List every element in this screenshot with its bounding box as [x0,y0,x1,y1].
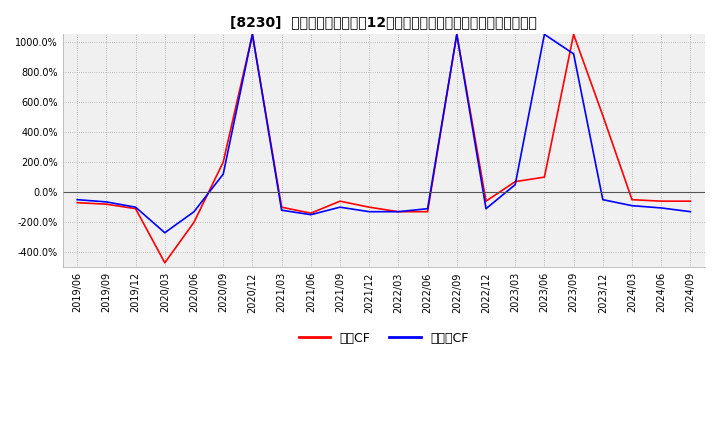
フリーCF [73,197,81,202]
営業CF [657,198,665,204]
営業CF [394,209,402,214]
営業CF [686,198,695,204]
フリーCF [394,209,402,214]
営業CF [131,206,140,211]
フリーCF [131,205,140,210]
営業CF [540,175,549,180]
フリーCF [161,230,169,235]
フリーCF [102,199,111,205]
フリーCF [686,209,695,214]
フリーCF [482,206,490,211]
フリーCF [307,212,315,217]
フリーCF [598,197,607,202]
フリーCF [336,205,344,210]
営業CF [628,197,636,202]
フリーCF [277,208,286,213]
フリーCF [452,32,461,37]
フリーCF [657,205,665,211]
営業CF [189,220,198,225]
営業CF [482,198,490,204]
Legend: 営業CF, フリーCF: 営業CF, フリーCF [294,326,474,350]
営業CF [161,260,169,265]
営業CF [248,32,257,37]
営業CF [277,205,286,210]
営業CF [365,205,374,210]
営業CF [423,209,432,214]
営業CF [219,159,228,165]
フリーCF [423,206,432,211]
フリーCF [365,209,374,214]
フリーCF [570,51,578,56]
営業CF [336,198,344,204]
Title: [8230]  キャッシュフローの12か月移動合計の対前年同期増減率の推移: [8230] キャッシュフローの12か月移動合計の対前年同期増減率の推移 [230,15,537,29]
フリーCF [628,203,636,208]
営業CF [102,202,111,207]
Line: フリーCF: フリーCF [77,34,690,233]
営業CF [307,211,315,216]
営業CF [73,200,81,205]
営業CF [452,32,461,37]
営業CF [598,113,607,118]
フリーCF [248,32,257,37]
Line: 営業CF: 営業CF [77,34,690,263]
フリーCF [540,32,549,37]
フリーCF [511,182,520,187]
営業CF [570,32,578,37]
営業CF [511,179,520,184]
フリーCF [219,172,228,177]
フリーCF [189,209,198,214]
